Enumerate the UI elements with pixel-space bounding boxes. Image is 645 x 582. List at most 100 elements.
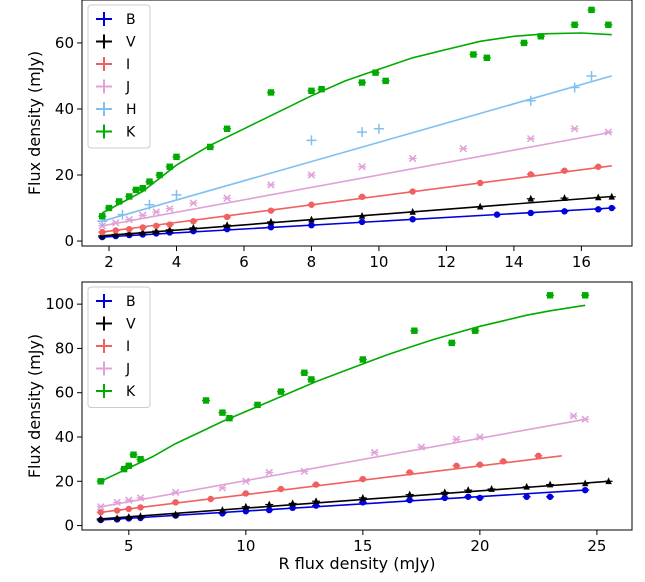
data-point-V: [523, 482, 530, 490]
data-point-V: [406, 490, 413, 498]
data-point-V: [358, 211, 366, 219]
data-point-J: [307, 171, 316, 179]
series-B: [96, 486, 590, 524]
legend-label: V: [126, 317, 136, 333]
legend-label: I: [126, 339, 130, 355]
data-point-V: [409, 207, 416, 215]
data-point-B: [464, 493, 472, 500]
data-point-K: [146, 178, 153, 185]
series-J: [98, 125, 613, 230]
plot-area: [96, 292, 613, 524]
data-point-B: [546, 493, 554, 500]
data-point-I: [406, 469, 413, 476]
data-point-I: [527, 171, 534, 178]
data-point-I: [153, 222, 160, 230]
data-point-J: [417, 443, 426, 451]
x-tick-label: 2: [104, 253, 114, 271]
plot-frame: [81, 281, 633, 531]
data-point-J: [112, 219, 120, 227]
data-point-V: [172, 510, 179, 518]
data-point-H: [586, 70, 597, 81]
legend-label: J: [125, 80, 130, 96]
data-point-V: [289, 499, 296, 507]
data-point-I: [137, 504, 144, 511]
data-point-H: [357, 127, 368, 138]
data-point-H: [569, 82, 580, 93]
data-point-K: [223, 125, 231, 132]
data-point-J: [604, 128, 613, 136]
data-point-V: [476, 202, 484, 210]
y-tick-label: 0: [64, 232, 74, 250]
data-point-K: [115, 198, 123, 205]
data-point-K: [301, 369, 308, 376]
data-point-K: [97, 478, 104, 485]
data-point-I: [125, 505, 133, 513]
data-point-B: [561, 208, 568, 215]
data-point-J: [113, 498, 121, 507]
data-point-J: [223, 194, 231, 202]
data-point-V: [488, 485, 495, 492]
data-point-V: [242, 502, 250, 510]
data-point-V: [527, 194, 534, 202]
data-point-K: [358, 79, 366, 86]
data-point-I: [97, 509, 104, 516]
plot-area: [97, 6, 616, 241]
data-point-V: [266, 500, 273, 508]
data-point-K: [588, 6, 595, 14]
data-point-H: [144, 199, 155, 210]
legend-label: B: [126, 12, 136, 28]
data-point-K: [581, 292, 589, 299]
data-point-I: [358, 193, 366, 200]
legend-label: V: [126, 35, 136, 51]
data-point-K: [139, 185, 146, 192]
data-point-J: [459, 144, 468, 153]
data-point-V: [441, 488, 448, 496]
data-point-K: [308, 376, 315, 383]
data-point-V: [139, 228, 146, 236]
data-point-K: [105, 204, 113, 212]
data-point-I: [500, 458, 507, 465]
fit-line-B: [100, 489, 586, 521]
x-tick-label: 4: [172, 253, 182, 271]
data-point-J: [152, 208, 160, 216]
data-point-K: [99, 213, 106, 220]
x-tick-label: 10: [369, 253, 388, 271]
bottom-panel: 5 10 15 20 25 0 20 40 60 80 100 Flux density (mJy) R…: [25, 281, 633, 573]
data-point-K: [130, 451, 137, 458]
data-point-V: [153, 227, 160, 234]
data-point-I: [112, 227, 119, 234]
data-point-V: [359, 493, 367, 501]
data-point-B: [441, 494, 448, 502]
data-point-H: [306, 135, 317, 146]
data-point-K: [546, 292, 554, 299]
data-point-J: [242, 477, 250, 486]
data-point-K: [605, 21, 612, 28]
data-point-I: [267, 207, 275, 214]
data-point-H: [117, 209, 128, 220]
data-point-I: [308, 201, 315, 208]
data-point-I: [166, 221, 173, 228]
legend-label: H: [126, 102, 137, 118]
data-point-V: [190, 223, 197, 231]
data-point-K: [132, 186, 140, 194]
data-point-J: [358, 163, 366, 171]
data-point-J: [125, 496, 133, 504]
data-point-K: [308, 87, 315, 95]
data-point-V: [312, 497, 320, 505]
data-point-J: [136, 494, 145, 502]
data-point-J: [476, 433, 484, 441]
data-point-I: [359, 475, 367, 483]
data-point-I: [476, 179, 484, 187]
legend-label: J: [125, 362, 130, 378]
data-point-I: [207, 495, 214, 503]
legend-label: B: [126, 294, 136, 310]
data-point-V: [464, 486, 472, 493]
data-point-V: [137, 512, 144, 520]
data-point-B: [493, 211, 501, 218]
data-point-V: [113, 514, 121, 522]
data-point-B: [267, 223, 275, 231]
data-point-B: [409, 216, 416, 223]
data-point-V: [125, 513, 133, 520]
x-tick-label: 16: [572, 253, 591, 271]
data-point-K: [537, 33, 545, 40]
